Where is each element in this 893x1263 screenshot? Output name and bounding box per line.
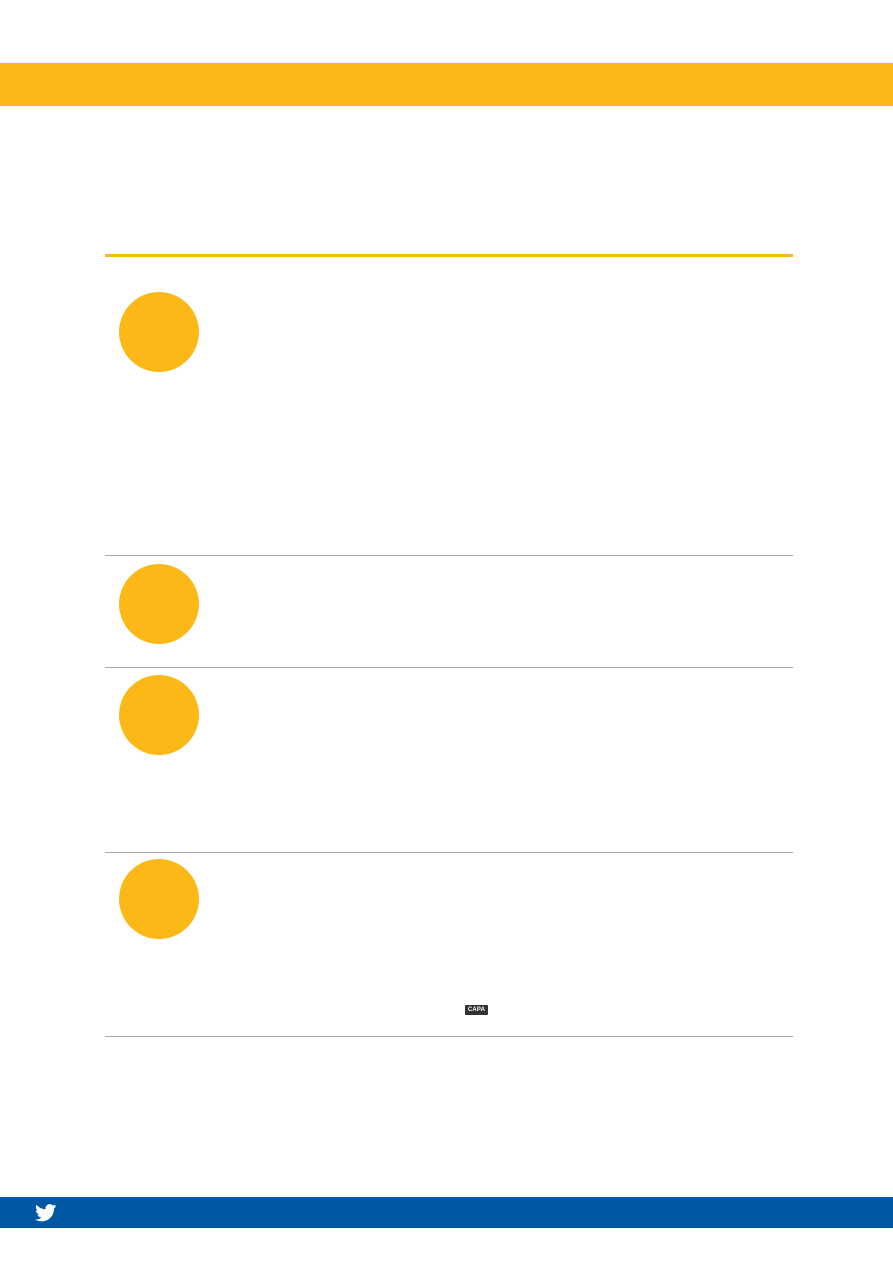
steps-section: CAPA <box>105 254 793 1037</box>
step-badge-4 <box>119 859 199 939</box>
step-badge-1 <box>119 292 199 372</box>
step-divider <box>105 667 793 668</box>
step-item-4: CAPA <box>105 853 793 1036</box>
step-badge-2 <box>119 564 199 644</box>
twitter-icon[interactable] <box>35 1204 57 1222</box>
section-top-rule <box>105 254 793 257</box>
header-band <box>0 63 893 106</box>
section-bottom-rule <box>105 1036 793 1037</box>
step-badge-3 <box>119 675 199 755</box>
step-divider <box>105 852 793 853</box>
step-divider <box>105 555 793 556</box>
footer-band <box>0 1197 893 1228</box>
step-item-2 <box>105 556 793 667</box>
step-item-1 <box>105 257 793 555</box>
capa-logo: CAPA <box>465 1005 488 1015</box>
step-item-3 <box>105 668 793 852</box>
